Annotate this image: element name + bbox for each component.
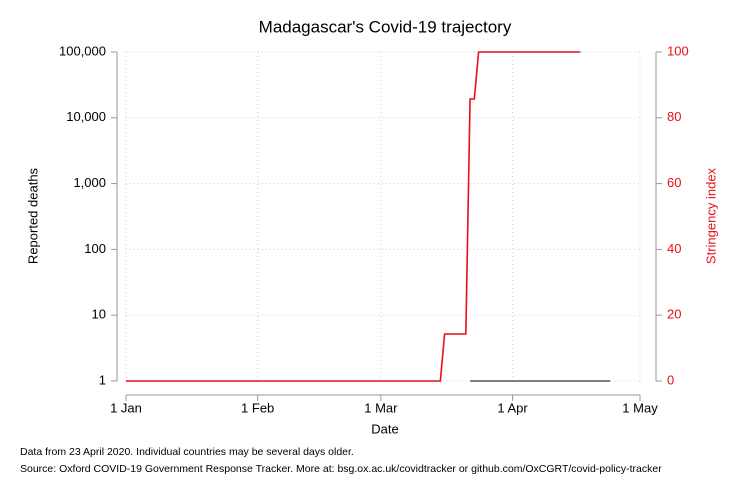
y-tick-label: 10 — [92, 307, 106, 322]
y2-tick-label: 40 — [667, 241, 681, 256]
x-tick-label: 1 Apr — [497, 400, 528, 415]
y-tick-label: 100 — [84, 241, 106, 256]
y2-axis-label: Stringency index — [703, 167, 718, 264]
series-line — [126, 51, 581, 382]
y-tick-label: 1,000 — [73, 175, 106, 190]
y2-tick-label: 20 — [667, 307, 681, 322]
y2-tick-label: 100 — [667, 43, 689, 58]
x-tick-label: 1 Feb — [241, 400, 274, 415]
y2-tick-label: 0 — [667, 372, 674, 387]
x-tick-label: 1 May — [622, 400, 658, 415]
x-axis-label: Date — [371, 421, 398, 436]
y-tick-label: 1 — [99, 372, 106, 387]
y-tick-label: 10,000 — [66, 109, 106, 124]
x-tick-label: 1 Mar — [364, 400, 398, 415]
note: Data from 23 April 2020. Individual coun… — [20, 446, 354, 458]
chart-title: Madagascar's Covid-19 trajectory — [259, 17, 512, 36]
y-axis-label: Reported deaths — [25, 167, 40, 264]
y2-tick-label: 60 — [667, 175, 681, 190]
note: Source: Oxford COVID-19 Government Respo… — [20, 463, 662, 475]
y-tick-label: 100,000 — [59, 43, 106, 58]
y2-tick-label: 80 — [667, 109, 681, 124]
x-tick-label: 1 Jan — [110, 400, 142, 415]
